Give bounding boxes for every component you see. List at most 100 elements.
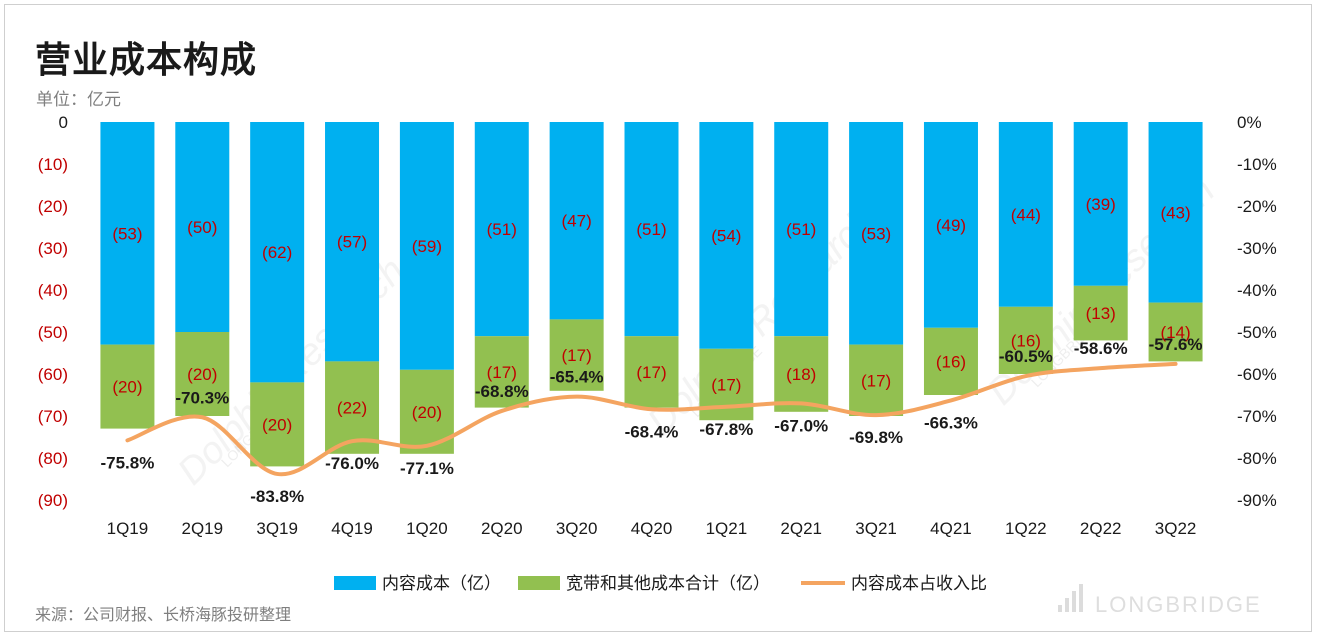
- right-axis-tick-2: -20%: [1237, 197, 1277, 216]
- bar-label-broadband-1Q21: (17): [711, 376, 741, 395]
- x-axis-tick-1Q21: 1Q21: [706, 519, 748, 538]
- brand-watermark: LONGBRIDGE: [1095, 592, 1262, 617]
- bar-label-content-4Q19: (57): [337, 233, 367, 252]
- bar-label-broadband-3Q21: (17): [861, 371, 891, 390]
- bar-label-content-2Q20: (51): [487, 220, 517, 239]
- x-axis-tick-4Q20: 4Q20: [631, 519, 673, 538]
- bar-broadband-3Q20: [549, 319, 604, 391]
- bar-label-content-4Q21: (49): [936, 216, 966, 235]
- bar-label-broadband-3Q19: (20): [262, 415, 292, 434]
- bar-label-broadband-2Q22: (13): [1086, 304, 1116, 323]
- ratio-label-4Q20: -68.4%: [625, 422, 679, 441]
- bar-content-2Q20: [474, 122, 529, 337]
- unit-label: 单位：亿元: [36, 90, 121, 109]
- bar-content-4Q20: [624, 122, 679, 337]
- legend-label-ratio: 内容成本占收入比: [851, 574, 987, 593]
- bar-broadband-2Q19: [175, 332, 230, 416]
- bar-label-broadband-3Q20: (17): [562, 346, 592, 365]
- x-axis-tick-3Q21: 3Q21: [855, 519, 897, 538]
- bar-content-1Q19: [100, 122, 155, 345]
- x-axis-tick-4Q19: 4Q19: [331, 519, 373, 538]
- right-axis-tick-6: -60%: [1237, 365, 1277, 384]
- left-axis-tick-3: (30): [38, 239, 68, 258]
- bar-label-broadband-1Q20: (20): [412, 403, 442, 422]
- bar-label-broadband-4Q20: (17): [636, 363, 666, 382]
- legend-swatch-content: [334, 576, 376, 590]
- legend-label-broadband: 宽带和其他成本合计（亿）: [566, 574, 770, 593]
- ratio-label-3Q20: -65.4%: [550, 368, 604, 387]
- bar-label-content-3Q19: (62): [262, 243, 292, 262]
- bar-content-3Q21: [849, 122, 904, 345]
- x-axis-tick-3Q20: 3Q20: [556, 519, 598, 538]
- bar-broadband-1Q22: [998, 306, 1053, 374]
- bar-label-content-3Q21: (53): [861, 224, 891, 243]
- x-axis-tick-2Q20: 2Q20: [481, 519, 523, 538]
- left-axis-tick-4: (40): [38, 281, 68, 300]
- bar-label-content-1Q22: (44): [1011, 205, 1041, 224]
- ratio-label-2Q22: -58.6%: [1074, 339, 1128, 358]
- left-axis-tick-9: (90): [38, 491, 68, 510]
- bar-content-4Q21: [923, 122, 978, 328]
- bar-content-2Q21: [774, 122, 829, 337]
- ratio-label-2Q21: -67.0%: [774, 416, 828, 435]
- legend-swatch-broadband: [518, 576, 560, 590]
- ratio-line: [125, 361, 1178, 477]
- ratio-label-1Q22: -60.5%: [999, 347, 1053, 366]
- x-axis-tick-3Q19: 3Q19: [256, 519, 298, 538]
- x-axis-tick-3Q22: 3Q22: [1155, 519, 1197, 538]
- bar-content-3Q20: [549, 122, 604, 320]
- ratio-label-4Q21: -66.3%: [924, 413, 978, 432]
- bar-label-content-3Q22: (43): [1160, 203, 1190, 222]
- bar-content-3Q22: [1148, 122, 1203, 303]
- left-axis-tick-8: (80): [38, 449, 68, 468]
- bar-label-broadband-1Q22: (16): [1011, 331, 1041, 350]
- bar-label-broadband-2Q20: (17): [487, 363, 517, 382]
- bar-label-broadband-2Q19: (20): [187, 365, 217, 384]
- x-axis-tick-2Q19: 2Q19: [182, 519, 224, 538]
- ratio-label-3Q19: -83.8%: [250, 487, 304, 506]
- ratio-label-2Q20: -68.8%: [475, 382, 529, 401]
- logo-bar-2: [1072, 591, 1076, 612]
- right-axis-tick-4: -40%: [1237, 281, 1277, 300]
- right-axis-tick-7: -70%: [1237, 407, 1277, 426]
- bar-content-2Q19: [175, 122, 230, 332]
- bar-label-content-3Q20: (47): [562, 212, 592, 231]
- left-axis-tick-7: (70): [38, 407, 68, 426]
- right-axis-tick-5: -50%: [1237, 323, 1277, 342]
- left-axis-tick-0: 0: [59, 113, 68, 132]
- bar-broadband-1Q19: [100, 344, 155, 429]
- bar-label-content-2Q22: (39): [1086, 195, 1116, 214]
- x-axis-tick-4Q21: 4Q21: [930, 519, 972, 538]
- bar-label-broadband-1Q19: (20): [112, 378, 142, 397]
- bar-label-content-1Q21: (54): [711, 226, 741, 245]
- logo-bar-0: [1058, 605, 1062, 612]
- legend-label-content: 内容成本（亿）: [382, 574, 501, 593]
- ratio-label-1Q19: -75.8%: [100, 453, 154, 472]
- bar-broadband-2Q20: [474, 336, 529, 408]
- bar-label-content-2Q21: (51): [786, 220, 816, 239]
- x-axis-tick-1Q20: 1Q20: [406, 519, 448, 538]
- right-axis-tick-0: 0%: [1237, 113, 1262, 132]
- bar-content-3Q19: [250, 122, 305, 383]
- logo-bar-1: [1065, 598, 1069, 612]
- logo-bar-3: [1079, 584, 1083, 612]
- bar-broadband-3Q22: [1148, 302, 1203, 362]
- right-axis-tick-3: -30%: [1237, 239, 1277, 258]
- bar-content-1Q20: [399, 122, 454, 370]
- ratio-label-2Q19: -70.3%: [175, 388, 229, 407]
- bar-content-1Q22: [998, 122, 1053, 307]
- right-axis-tick-1: -10%: [1237, 155, 1277, 174]
- bar-broadband-2Q21: [774, 336, 829, 412]
- bar-content-1Q21: [699, 122, 754, 349]
- ratio-label-3Q22: -57.6%: [1149, 335, 1203, 354]
- bar-broadband-3Q19: [250, 382, 305, 467]
- left-axis-tick-2: (20): [38, 197, 68, 216]
- bar-content-2Q22: [1073, 122, 1128, 286]
- ratio-label-3Q21: -69.8%: [849, 428, 903, 447]
- bar-broadband-4Q19: [325, 361, 380, 454]
- chart-title: 营业成本构成: [35, 39, 258, 80]
- bar-label-content-4Q20: (51): [636, 220, 666, 239]
- bar-label-content-1Q19: (53): [112, 224, 142, 243]
- ratio-label-4Q19: -76.0%: [325, 454, 379, 473]
